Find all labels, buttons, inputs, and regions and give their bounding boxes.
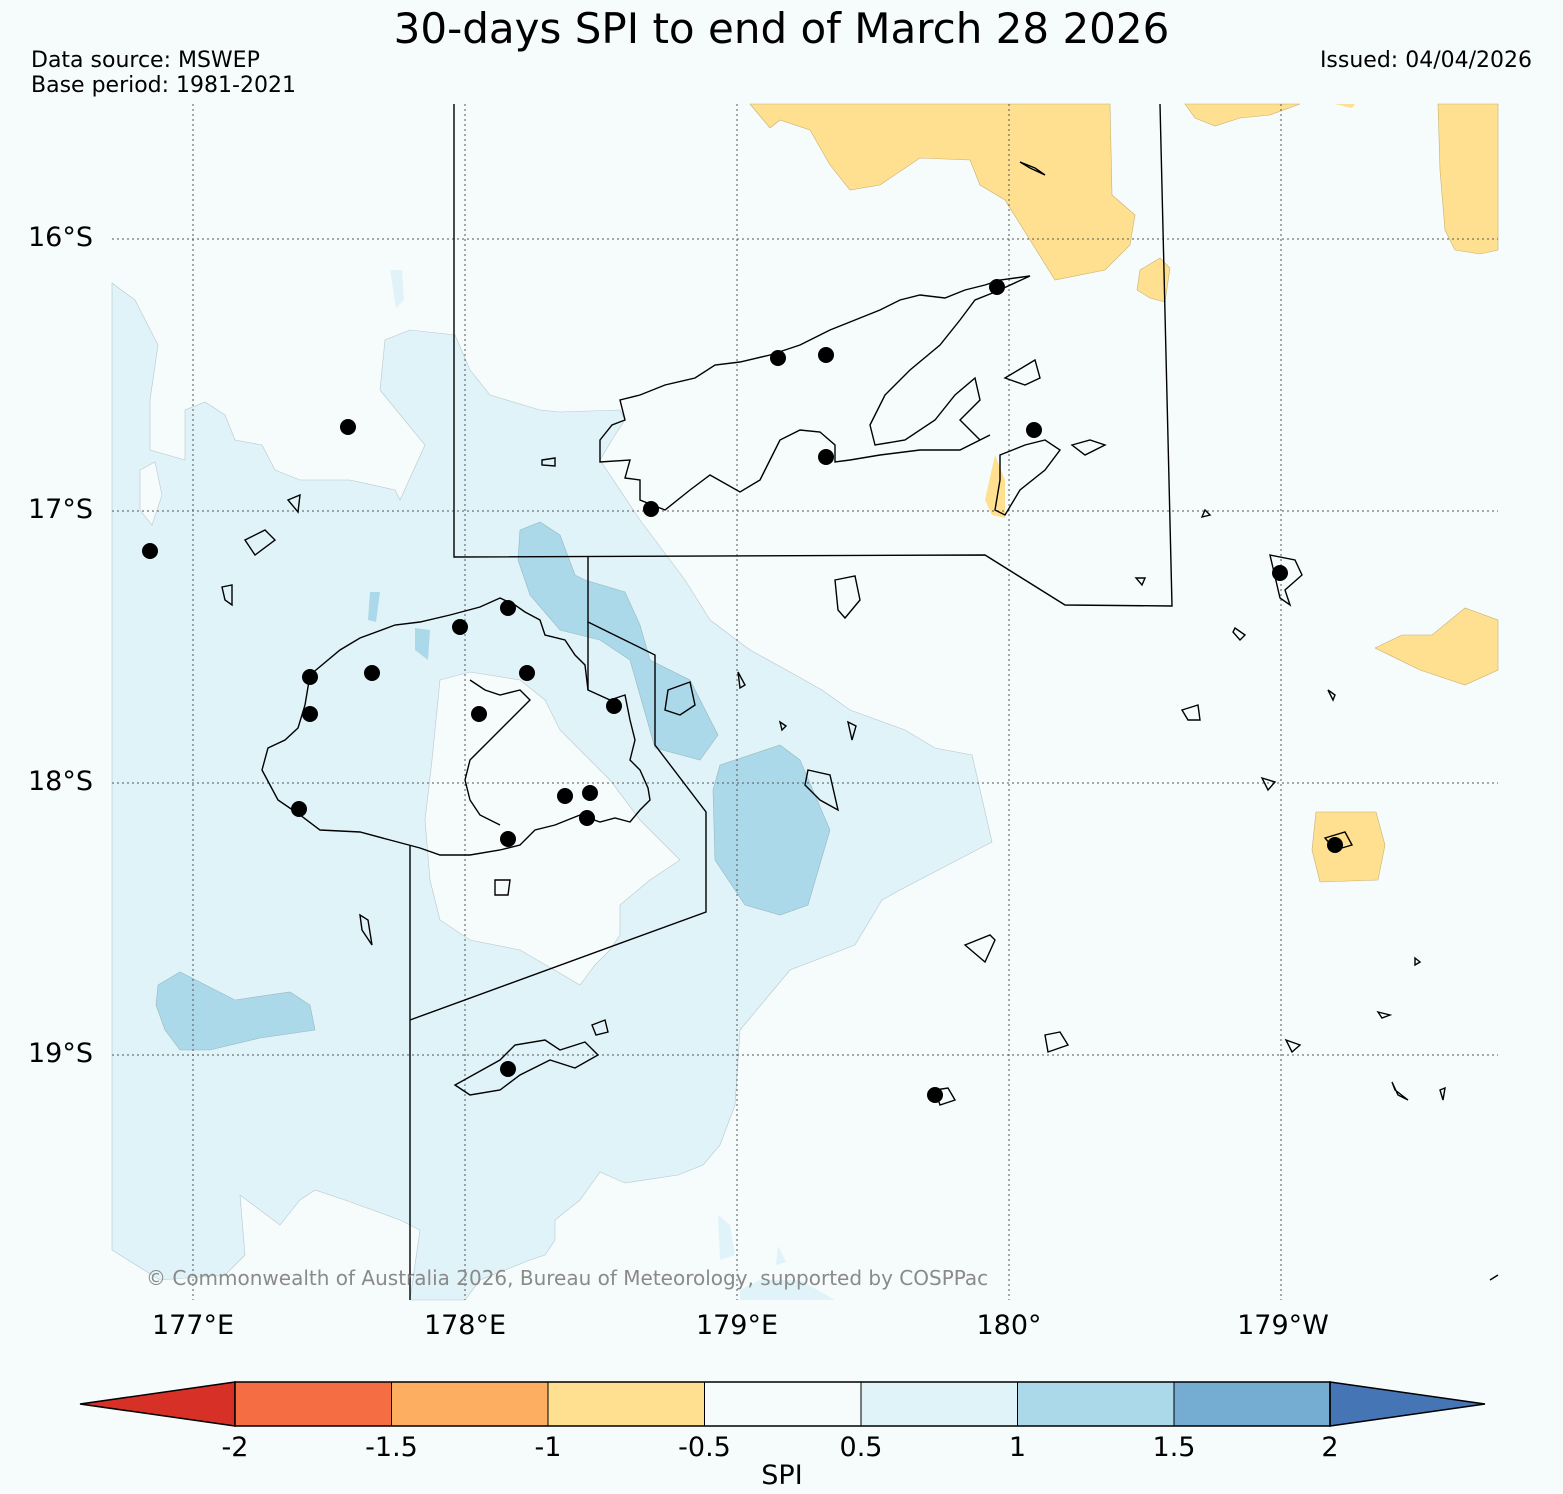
colorbar-tick: -1	[534, 1432, 562, 1463]
copyright-notice: © Commonwealth of Australia 2026, Bureau…	[146, 1266, 989, 1290]
colorbar-tick: -2	[221, 1432, 249, 1463]
base-period: Base period: 1981-2021	[31, 73, 296, 98]
lon-label-178e: 178°E	[423, 1310, 507, 1341]
lon-label-179w: 179°W	[1237, 1310, 1329, 1341]
colorbar-segment-1	[235, 1382, 392, 1426]
lat-label-18s: 18°S	[28, 766, 93, 797]
colorbar-tick: 2	[1321, 1432, 1339, 1463]
colorbar-segment-lt-minus2	[79, 1381, 236, 1427]
source-info: Data source: MSWEP Base period: 1981-202…	[31, 48, 296, 98]
colorbar-tick: -0.5	[678, 1432, 731, 1463]
spi-white-region	[139, 461, 681, 986]
division-boundaries	[409, 103, 1173, 1300]
lon-label-179e: 179°E	[695, 1310, 779, 1341]
colorbar-tick: 0.5	[839, 1432, 883, 1463]
colorbar-segment-6	[1017, 1382, 1174, 1426]
lat-label-16s: 16°S	[28, 222, 93, 253]
colorbar-tick: 1.5	[1152, 1432, 1196, 1463]
grid-lines	[112, 104, 1498, 1300]
colorbar-segment-3	[548, 1382, 705, 1426]
colorbar-segment-5	[861, 1382, 1018, 1426]
lat-label-17s: 17°S	[28, 494, 93, 525]
lon-label-180: 180°	[976, 1310, 1042, 1341]
lat-label-19s: 19°S	[28, 1038, 93, 1069]
colorbar	[79, 1381, 1486, 1427]
issued-date: Issued: 04/04/2026	[1319, 48, 1532, 73]
colorbar-tick: 1	[1008, 1432, 1027, 1463]
colorbar-segment-2	[391, 1382, 548, 1426]
lon-label-177e: 177°E	[151, 1310, 235, 1341]
colorbar-segment-7	[1174, 1382, 1330, 1426]
station-markers	[142, 279, 1343, 1103]
colorbar-segment-4	[704, 1382, 861, 1426]
colorbar-label: SPI	[761, 1460, 803, 1491]
data-source: Data source: MSWEP	[31, 48, 260, 73]
map-title: 30-days SPI to end of March 28 2026	[393, 4, 1170, 53]
spi-yellow-region	[749, 103, 1499, 883]
colorbar-segment-gt-2	[1329, 1381, 1486, 1427]
colorbar-tick: -1.5	[365, 1432, 418, 1463]
spi-medium-blue-region	[155, 521, 831, 1051]
